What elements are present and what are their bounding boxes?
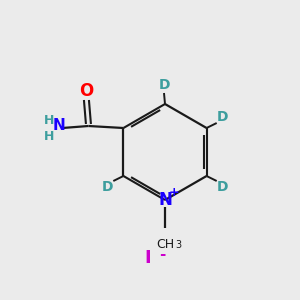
Text: D: D — [217, 180, 228, 194]
Text: O: O — [79, 82, 94, 100]
Text: +: + — [169, 187, 179, 200]
Text: -: - — [159, 247, 165, 262]
Text: H: H — [44, 113, 55, 127]
Text: I: I — [145, 249, 151, 267]
Text: D: D — [158, 78, 170, 92]
Text: 3: 3 — [175, 240, 181, 250]
Text: N: N — [158, 191, 172, 209]
Text: D: D — [217, 110, 228, 124]
Text: H: H — [44, 130, 55, 142]
Text: N: N — [53, 118, 66, 134]
Text: D: D — [102, 180, 113, 194]
Text: CH: CH — [156, 238, 174, 251]
